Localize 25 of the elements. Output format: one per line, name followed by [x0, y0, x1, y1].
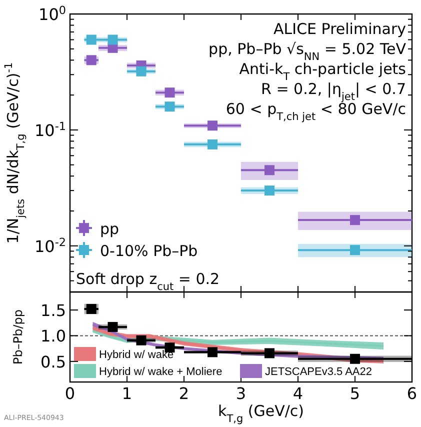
x-axis-title: k$_{T,g}$ (GeV/c) [218, 402, 304, 425]
legend-label: JETSCAPEv3.5 AA22 [265, 366, 372, 378]
y-tick-label: 10$^{-1}$ [34, 119, 66, 140]
annotation: pp, Pb–Pb √s$_{NN}$ = 5.02 TeV [208, 40, 407, 63]
legend-label: pp [100, 220, 120, 238]
y-tick-label: 10$^{-2}$ [34, 235, 66, 256]
annotation: Soft drop z$_{cut}$ = 0.2 [76, 270, 220, 293]
x-tick-label: 6 [406, 384, 418, 403]
annotation: ALICE Preliminary [274, 20, 406, 38]
annotation: R = 0.2, |η$_{jet}$| < 0.7 [261, 80, 406, 103]
x-tick-label: 4 [292, 384, 304, 403]
x-tick-label: 2 [178, 384, 190, 403]
annotation: Anti-k$_{T}$ ch-particle jets [239, 60, 406, 83]
x-tick-label: 3 [236, 384, 246, 403]
y-tick-label: 0.5 [40, 352, 66, 372]
x-tick-label: 0 [64, 384, 76, 403]
y-tick-label: 10$^{0}$ [38, 4, 66, 24]
x-tick-label: 5 [350, 384, 360, 403]
legend-label: Hybrid w/ wake [99, 349, 174, 361]
y-tick-label: 1.5 [40, 301, 66, 320]
y-tick-label: 1.0 [40, 326, 66, 346]
legend-label: 0-10% Pb–Pb [100, 242, 198, 260]
x-tick-label: 1 [122, 384, 132, 403]
legend-label: Hybrid w/ wake + Moliere [99, 366, 222, 378]
y-axis-title: Pb–Pb/pp [11, 310, 25, 364]
